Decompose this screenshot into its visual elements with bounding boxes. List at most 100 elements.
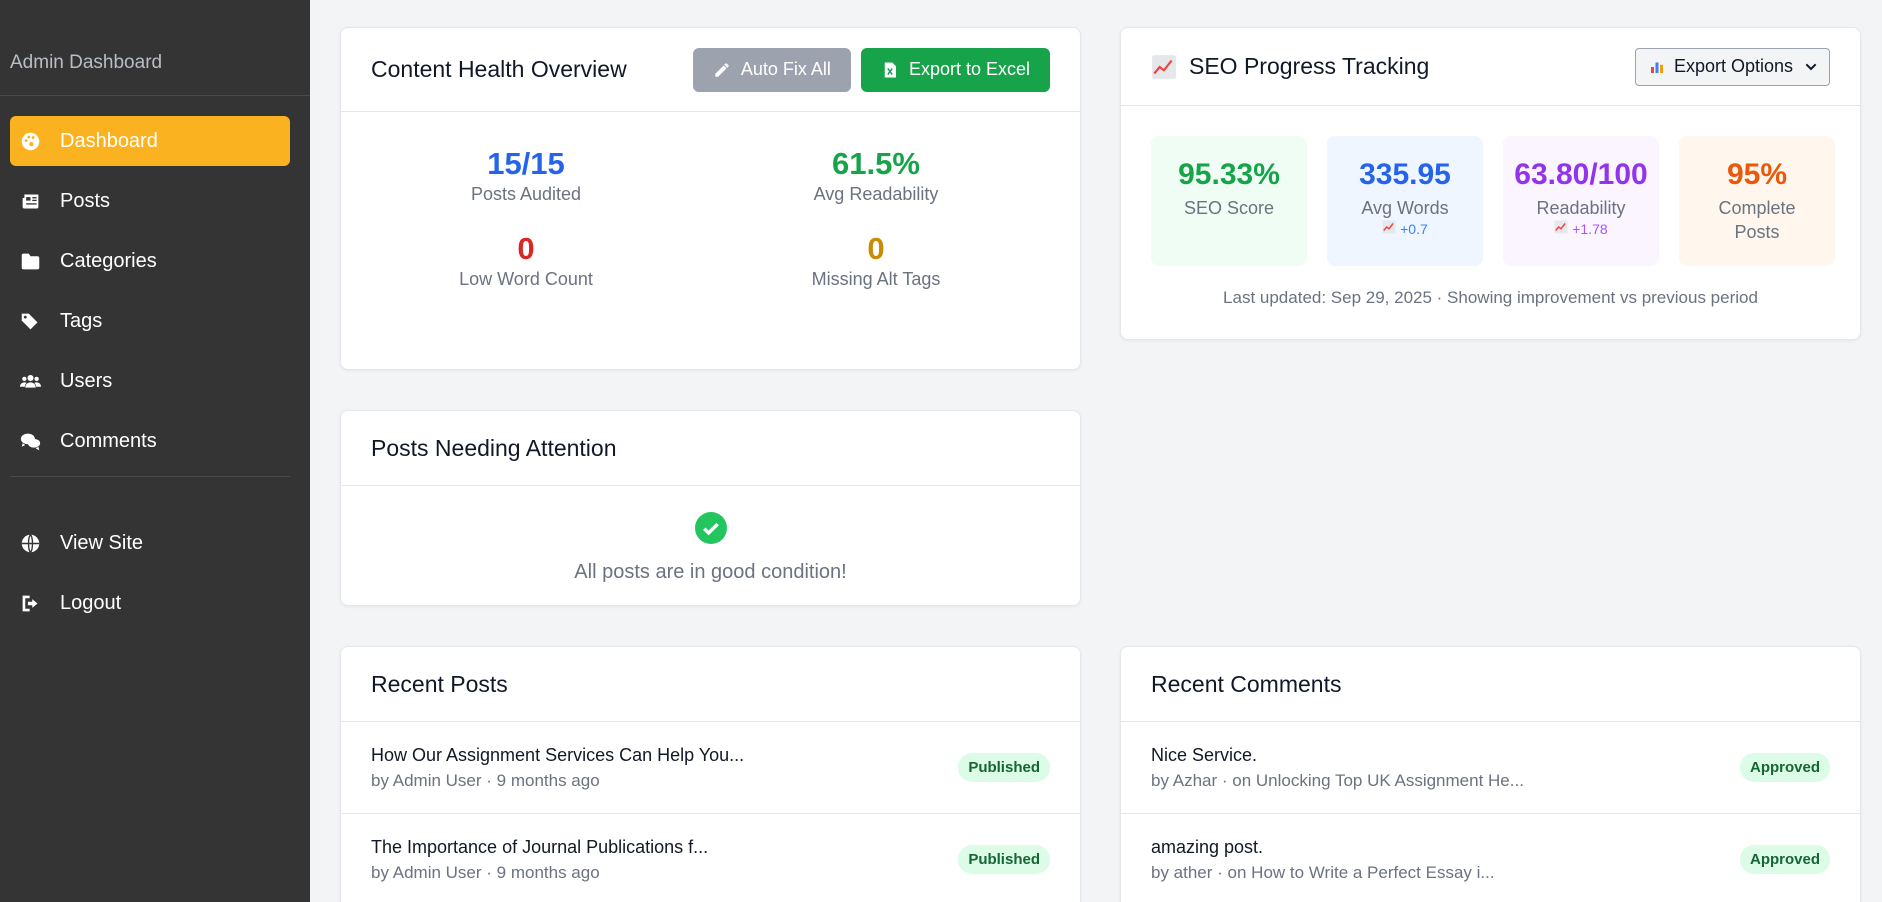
sidebar-item-dashboard[interactable]: Dashboard [10, 116, 290, 166]
post-title[interactable]: The Importance of Journal Publications f… [371, 836, 709, 857]
status-badge: Published [958, 753, 1050, 782]
delta-value: +1.78 [1572, 221, 1608, 237]
seo-label: SEO Score [1183, 198, 1275, 218]
sidebar-item-comments[interactable]: Comments [10, 416, 290, 466]
logout-icon [20, 593, 60, 614]
chart-increasing-icon [1382, 220, 1396, 234]
stat-avg-readability: 61.5% Avg Readability [726, 146, 1026, 205]
post-meta: by Admin User · 9 months ago [371, 862, 600, 882]
export-excel-label: Export to Excel [908, 59, 1030, 79]
sidebar-item-label: Dashboard [60, 129, 158, 152]
auto-fix-label: Auto Fix All [740, 59, 831, 79]
attention-body: All posts are in good condition! [341, 486, 1080, 584]
stat-label: Missing Alt Tags [811, 269, 941, 289]
sidebar-item-posts[interactable]: Posts [10, 176, 290, 226]
folder-icon [20, 251, 60, 272]
chart-increasing-icon [1152, 54, 1176, 79]
newspaper-icon [20, 191, 60, 212]
users-icon [20, 371, 60, 392]
sidebar-item-logout[interactable]: Logout [10, 578, 290, 628]
palette-icon [20, 131, 60, 152]
sidebar-item-categories[interactable]: Categories [10, 236, 290, 286]
seo-label: Complete Posts [1718, 198, 1796, 242]
stat-value: 0 [867, 231, 885, 266]
stat-label: Posts Audited [470, 184, 582, 204]
seo-label: Avg Words [1361, 198, 1449, 218]
seo-footer: Last updated: Sep 29, 2025 · Showing imp… [1223, 288, 1758, 307]
status-badge: Approved [1739, 845, 1830, 874]
avg-words-box: 335.95 Avg Words +0.7 [1327, 136, 1483, 266]
comment-text: Nice Service. [1151, 744, 1258, 765]
stat-value: 15/15 [487, 146, 565, 181]
sidebar-divider [0, 95, 310, 96]
recent-posts-card: Recent Posts How Our Assignment Services… [340, 646, 1081, 902]
sidebar-item-label: Users [60, 369, 113, 392]
card-header: Recent Comments [1121, 647, 1860, 722]
seo-value: 335.95 [1359, 158, 1451, 191]
sidebar-item-label: Tags [60, 309, 103, 332]
recent-comments-card: Recent Comments Nice Service. by Azhar ·… [1120, 646, 1861, 902]
card-header: Recent Posts [341, 647, 1080, 722]
comment-meta: by Azhar · on Unlocking Top UK Assignmen… [1151, 770, 1524, 790]
stat-label: Low Word Count [459, 269, 593, 289]
card-title: Recent Posts [371, 670, 508, 697]
stat-label: Avg Readability [813, 184, 939, 204]
sidebar-item-label: Comments [60, 429, 157, 452]
sidebar-item-view-site[interactable]: View Site [10, 518, 290, 568]
card-title: Recent Comments [1151, 670, 1342, 697]
list-item[interactable]: The Importance of Journal Publications f… [341, 814, 1080, 902]
export-options-select[interactable]: Export Options [1634, 47, 1830, 86]
sidebar-item-label: Categories [60, 249, 157, 272]
complete-posts-box: 95% Complete Posts [1679, 136, 1835, 266]
check-circle-icon [694, 512, 727, 544]
seo-value: 95% [1726, 158, 1788, 191]
status-badge: Published [958, 845, 1050, 874]
stat-posts-audited: 15/15 Posts Audited [376, 146, 676, 205]
tags-icon [20, 311, 60, 332]
attention-card: Posts Needing Attention All posts are in… [340, 410, 1081, 606]
status-badge: Approved [1739, 753, 1830, 782]
seo-value: 95.33% [1178, 158, 1280, 191]
content-health-card: Content Health Overview Auto Fix All Exp… [340, 27, 1081, 370]
list-item[interactable]: How Our Assignment Services Can Help You… [341, 722, 1080, 814]
sidebar-item-users[interactable]: Users [10, 356, 290, 406]
card-title: Content Health Overview [371, 56, 627, 82]
card-title-wrap: SEO Progress Tracking [1151, 53, 1429, 80]
sidebar-item-label: View Site [60, 531, 144, 554]
seo-delta: +1.78 [1503, 220, 1659, 237]
stat-value: 61.5% [832, 146, 920, 181]
post-meta: by Admin User · 9 months ago [371, 770, 600, 790]
sidebar-item-label: Logout [60, 591, 122, 614]
export-excel-button[interactable]: Export to Excel [860, 47, 1050, 92]
brand-title: Admin Dashboard [10, 52, 163, 73]
pencil-icon [715, 62, 729, 77]
delta-value: +0.7 [1400, 221, 1428, 237]
list-item[interactable]: Nice Service. by Azhar · on Unlocking To… [1121, 722, 1860, 814]
chart-increasing-icon [1554, 220, 1568, 234]
card-header: Content Health Overview Auto Fix All Exp… [341, 28, 1080, 112]
auto-fix-button[interactable]: Auto Fix All [692, 47, 851, 92]
globe-icon [20, 533, 60, 554]
seo-label: Readability [1536, 198, 1626, 218]
stat-value: 0 [517, 231, 535, 266]
comments-icon [20, 431, 60, 452]
stat-missing-alt-tags: 0 Missing Alt Tags [726, 231, 1026, 290]
bar-chart-icon [1649, 59, 1665, 74]
comment-text: amazing post. [1151, 836, 1264, 857]
attention-message: All posts are in good condition! [574, 561, 847, 583]
chevron-down-icon [1805, 63, 1817, 70]
select-value: Export Options [1673, 56, 1793, 76]
list-item[interactable]: amazing post. by ather · on How to Write… [1121, 814, 1860, 902]
sidebar-item-tags[interactable]: Tags [10, 296, 290, 346]
seo-progress-card: SEO Progress Tracking Export Options 95.… [1120, 27, 1861, 340]
card-title: Posts Needing Attention [371, 434, 617, 461]
sidebar: Admin Dashboard Dashboard Posts Categori… [0, 0, 310, 902]
comment-meta: by ather · on How to Write a Perfect Ess… [1151, 862, 1495, 882]
card-header: SEO Progress Tracking Export Options [1121, 28, 1860, 106]
excel-file-icon [884, 62, 896, 77]
card-title: SEO Progress Tracking [1189, 53, 1430, 79]
post-title[interactable]: How Our Assignment Services Can Help You… [371, 744, 745, 765]
sidebar-divider [10, 476, 290, 477]
seo-value: 63.80/100 [1514, 158, 1648, 191]
sidebar-item-label: Posts [60, 189, 111, 212]
